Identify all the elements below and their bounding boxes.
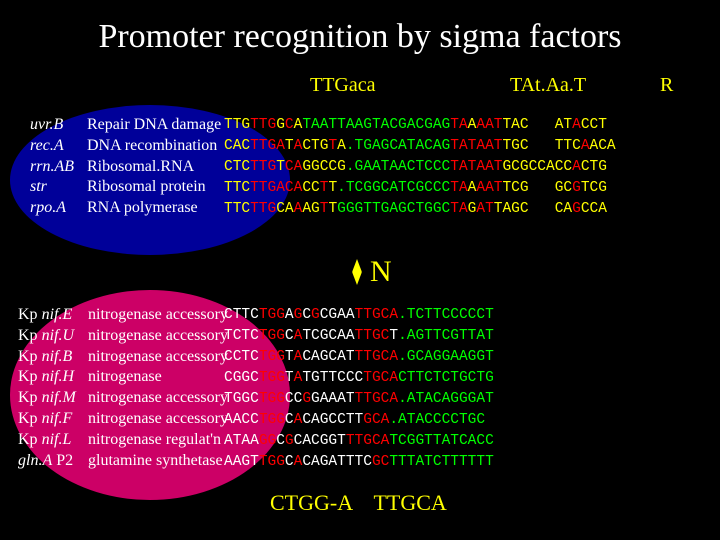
header-tatAat: TAt.Aa.T [510,74,586,97]
sequence-block-1: TTGTTGGCATAATTAAGTACGACGAGTAAAATTAC ATAC… [224,115,616,220]
gene-desc: nitrogenase accessory [88,388,228,409]
gene-desc: glutamine synthetase [88,451,223,472]
gene-name: gln.A P2 [18,451,80,472]
header-ttgaca: TTGaca [310,74,376,97]
gene-desc: Ribosomal.RNA [87,157,194,178]
gene-name: Kp nif.L [18,430,80,451]
consensus-row: CTGG-A TTGCA [270,490,447,516]
gene-name: Kp nif.M [18,388,80,409]
gene-list-2: Kp nif.E nitrogenase accessory Kp nif.U nit… [18,305,228,471]
gene-name: Kp nif.B [18,347,80,368]
gene-desc: nitrogenase accessory [88,409,228,430]
gene-name: Kp nif.F [18,409,80,430]
gene-desc: nitrogenase [88,367,162,388]
n-label: N [370,255,392,289]
gene-desc: nitrogenase regulat'n [88,430,221,451]
diamond-icon [352,259,362,285]
n-marker: N [350,255,392,289]
gene-desc: nitrogenase accessory [88,326,228,347]
gene-name: uvr.B [30,115,75,136]
gene-desc: nitrogenase accessory [88,347,228,368]
gene-name: rrn.AB [30,157,75,178]
gene-desc: RNA polymerase [87,198,198,219]
header-r: R [660,74,673,97]
gene-name: Kp nif.U [18,326,80,347]
gene-name: rec.A [30,136,75,157]
gene-desc: DNA recombination [87,136,217,157]
gene-list-1: uvr.B Repair DNA damage rec.A DNA recombina… [30,115,221,219]
gene-name: str [30,177,75,198]
gene-name: Kp nif.H [18,367,80,388]
gene-desc: Ribosomal protein [87,177,206,198]
sequence-block-2: CTTCTGGAGCGCGAATTGCA.TCTTCCCCCTTCTCTGGCA… [224,305,494,473]
gene-name: Kp nif.E [18,305,80,326]
gene-desc: nitrogenase accessory [88,305,228,326]
gene-desc: Repair DNA damage [87,115,221,136]
gene-name: rpo.A [30,198,75,219]
slide-title: Promoter recognition by sigma factors [0,0,720,56]
